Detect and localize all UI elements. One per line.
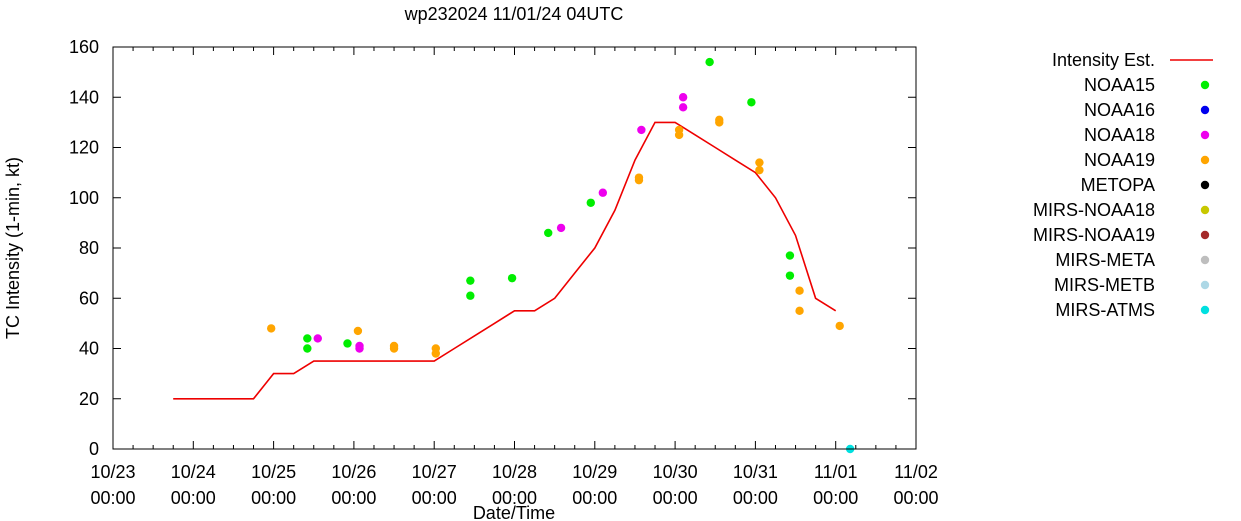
x-axis-label: Date/Time [473,503,555,521]
x-tick-time-label: 00:00 [171,488,216,508]
legend-marker-swatch [1200,255,1210,265]
x-tick-time-label: 00:00 [90,488,135,508]
points-layer [266,57,855,454]
point-noaa18 [355,344,364,353]
x-tick-time-label: 00:00 [813,488,858,508]
x-tick-date-label: 10/29 [572,462,617,482]
point-noaa15 [303,344,312,353]
point-noaa15 [705,57,714,67]
legend-label-noaa18: NOAA18 [1084,125,1155,145]
x-tick-time-label: 00:00 [733,488,778,508]
point-noaa15 [785,271,795,280]
legend: Intensity Est. NOAA15 NOAA16 NOAA18 NOAA19 ME… [1033,50,1213,320]
point-noaa19 [674,130,684,140]
y-tick-label: 80 [79,238,99,258]
x-tick-time-label: 00:00 [251,488,296,508]
legend-label-mirs-noaa18: MIRS-NOAA18 [1033,200,1155,220]
legend-marker-swatch [1200,105,1210,115]
point-noaa15 [586,198,595,207]
point-noaa19 [389,344,399,353]
point-noaa18 [556,223,566,233]
point-noaa19 [795,286,804,295]
x-tick-date-label: 10/30 [653,462,698,482]
legend-marker-swatch [1200,205,1210,215]
point-noaa19 [634,175,644,185]
legend-marker-swatch [1200,280,1210,290]
x-tick-date-label: 10/26 [331,462,376,482]
x-tick-date-label: 11/02 [894,462,938,482]
legend-label-noaa15: NOAA15 [1084,75,1155,95]
point-noaa18 [637,125,646,135]
point-noaa19 [835,321,844,331]
legend-label-noaa19: NOAA19 [1084,150,1155,170]
legend-label-mirs-noaa19: MIRS-NOAA19 [1033,225,1155,245]
x-tick-date-label: 10/23 [90,462,135,482]
point-noaa15 [303,334,312,343]
legend-marker-swatch [1200,180,1210,190]
legend-marker-swatch [1200,230,1210,240]
y-tick-label: 0 [89,439,99,459]
x-tick-date-label: 10/27 [412,462,457,482]
y-tick-label: 160 [69,37,99,57]
x-tick-time-label: 00:00 [412,488,457,508]
x-tick-date-label: 10/31 [733,462,778,482]
y-tick-label: 100 [69,188,99,208]
legend-marker-swatch [1200,155,1210,165]
y-tick-label: 120 [69,138,99,158]
plot-border [112,46,917,450]
point-noaa15 [747,98,756,107]
point-noaa18 [678,93,688,102]
x-tick-date-label: 10/24 [171,462,216,482]
x-tick-date-label: 10/28 [492,462,537,482]
y-tick-label: 60 [79,288,99,308]
x-tick-time-label: 00:00 [492,488,537,508]
point-noaa15 [466,291,475,300]
point-noaa15 [466,276,475,285]
y-tick-label: 20 [79,389,99,409]
x-tick-time-label: 00:00 [653,488,698,508]
point-noaa18 [598,188,608,197]
point-noaa19 [795,306,804,316]
point-noaa19 [431,349,441,358]
legend-label-noaa16: NOAA16 [1084,100,1155,120]
legend-marker-swatch [1200,130,1210,140]
legend-label-mirs-metb: MIRS-METB [1054,275,1155,295]
y-axis-label: TC Intensity (1-min, kt) [3,157,23,339]
legend-label-mirs-atms: MIRS-ATMS [1055,300,1155,320]
point-noaa18 [313,334,322,343]
point-noaa18 [678,103,688,112]
x-tick-date-label: 11/01 [814,462,858,482]
point-noaa19 [353,326,363,336]
chart-title: wp232024 11/01/24 04UTC [404,4,624,24]
legend-label-mirs-meta: MIRS-META [1055,250,1155,270]
legend-marker-swatch [1200,80,1210,90]
x-tick-time-label: 00:00 [893,488,938,508]
point-noaa19 [755,165,764,175]
y-tick-label: 140 [69,87,99,107]
x-tick-date-label: 10/25 [251,462,296,482]
point-noaa15 [544,228,553,238]
intensity-estimate-line [173,121,837,400]
x-axis-ticks: 10/23 00:00 10/24 00:00 10/25 00:00 10/26 00:00… [90,47,939,508]
point-noaa15 [785,251,795,260]
legend-marker-swatch [1200,305,1210,315]
y-axis-ticks: 0 20 40 60 80 100 120 140 160 [69,37,916,459]
y-tick-label: 40 [79,339,99,359]
x-tick-time-label: 00:00 [331,488,376,508]
intensity-line-layer [173,121,837,400]
point-noaa19 [715,118,724,127]
x-tick-time-label: 00:00 [572,488,617,508]
legend-label-intensity-est-: Intensity Est. [1052,50,1155,70]
point-noaa15 [343,339,352,348]
point-noaa19 [266,324,276,333]
point-noaa19 [755,158,764,167]
point-noaa15 [507,273,517,283]
legend-label-metopa: METOPA [1081,175,1155,195]
